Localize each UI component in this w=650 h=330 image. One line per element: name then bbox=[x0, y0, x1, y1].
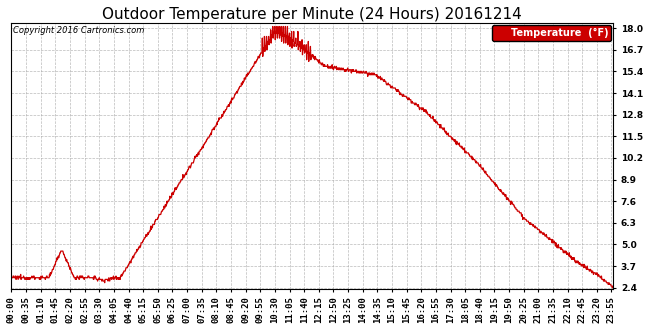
Text: Copyright 2016 Cartronics.com: Copyright 2016 Cartronics.com bbox=[12, 26, 144, 35]
Title: Outdoor Temperature per Minute (24 Hours) 20161214: Outdoor Temperature per Minute (24 Hours… bbox=[103, 7, 522, 22]
Legend: Temperature  (°F): Temperature (°F) bbox=[492, 25, 611, 41]
